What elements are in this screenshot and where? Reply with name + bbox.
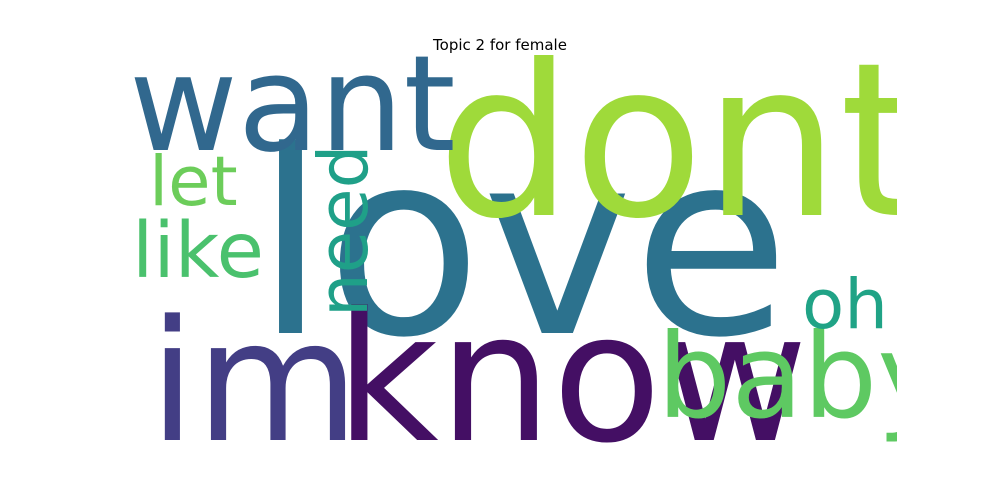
word-like: like bbox=[132, 207, 264, 296]
word-dont: dont bbox=[437, 55, 897, 266]
word-want: want bbox=[129, 55, 456, 182]
word-love: love bbox=[255, 97, 790, 394]
word-know: know bbox=[335, 275, 808, 450]
word-let: let bbox=[149, 142, 238, 222]
word-baby: baby bbox=[657, 308, 897, 445]
word-need: need bbox=[304, 145, 384, 317]
word-oh: oh bbox=[802, 265, 888, 345]
word-im: im bbox=[149, 284, 359, 450]
chart-title: Topic 2 for female bbox=[433, 36, 567, 54]
